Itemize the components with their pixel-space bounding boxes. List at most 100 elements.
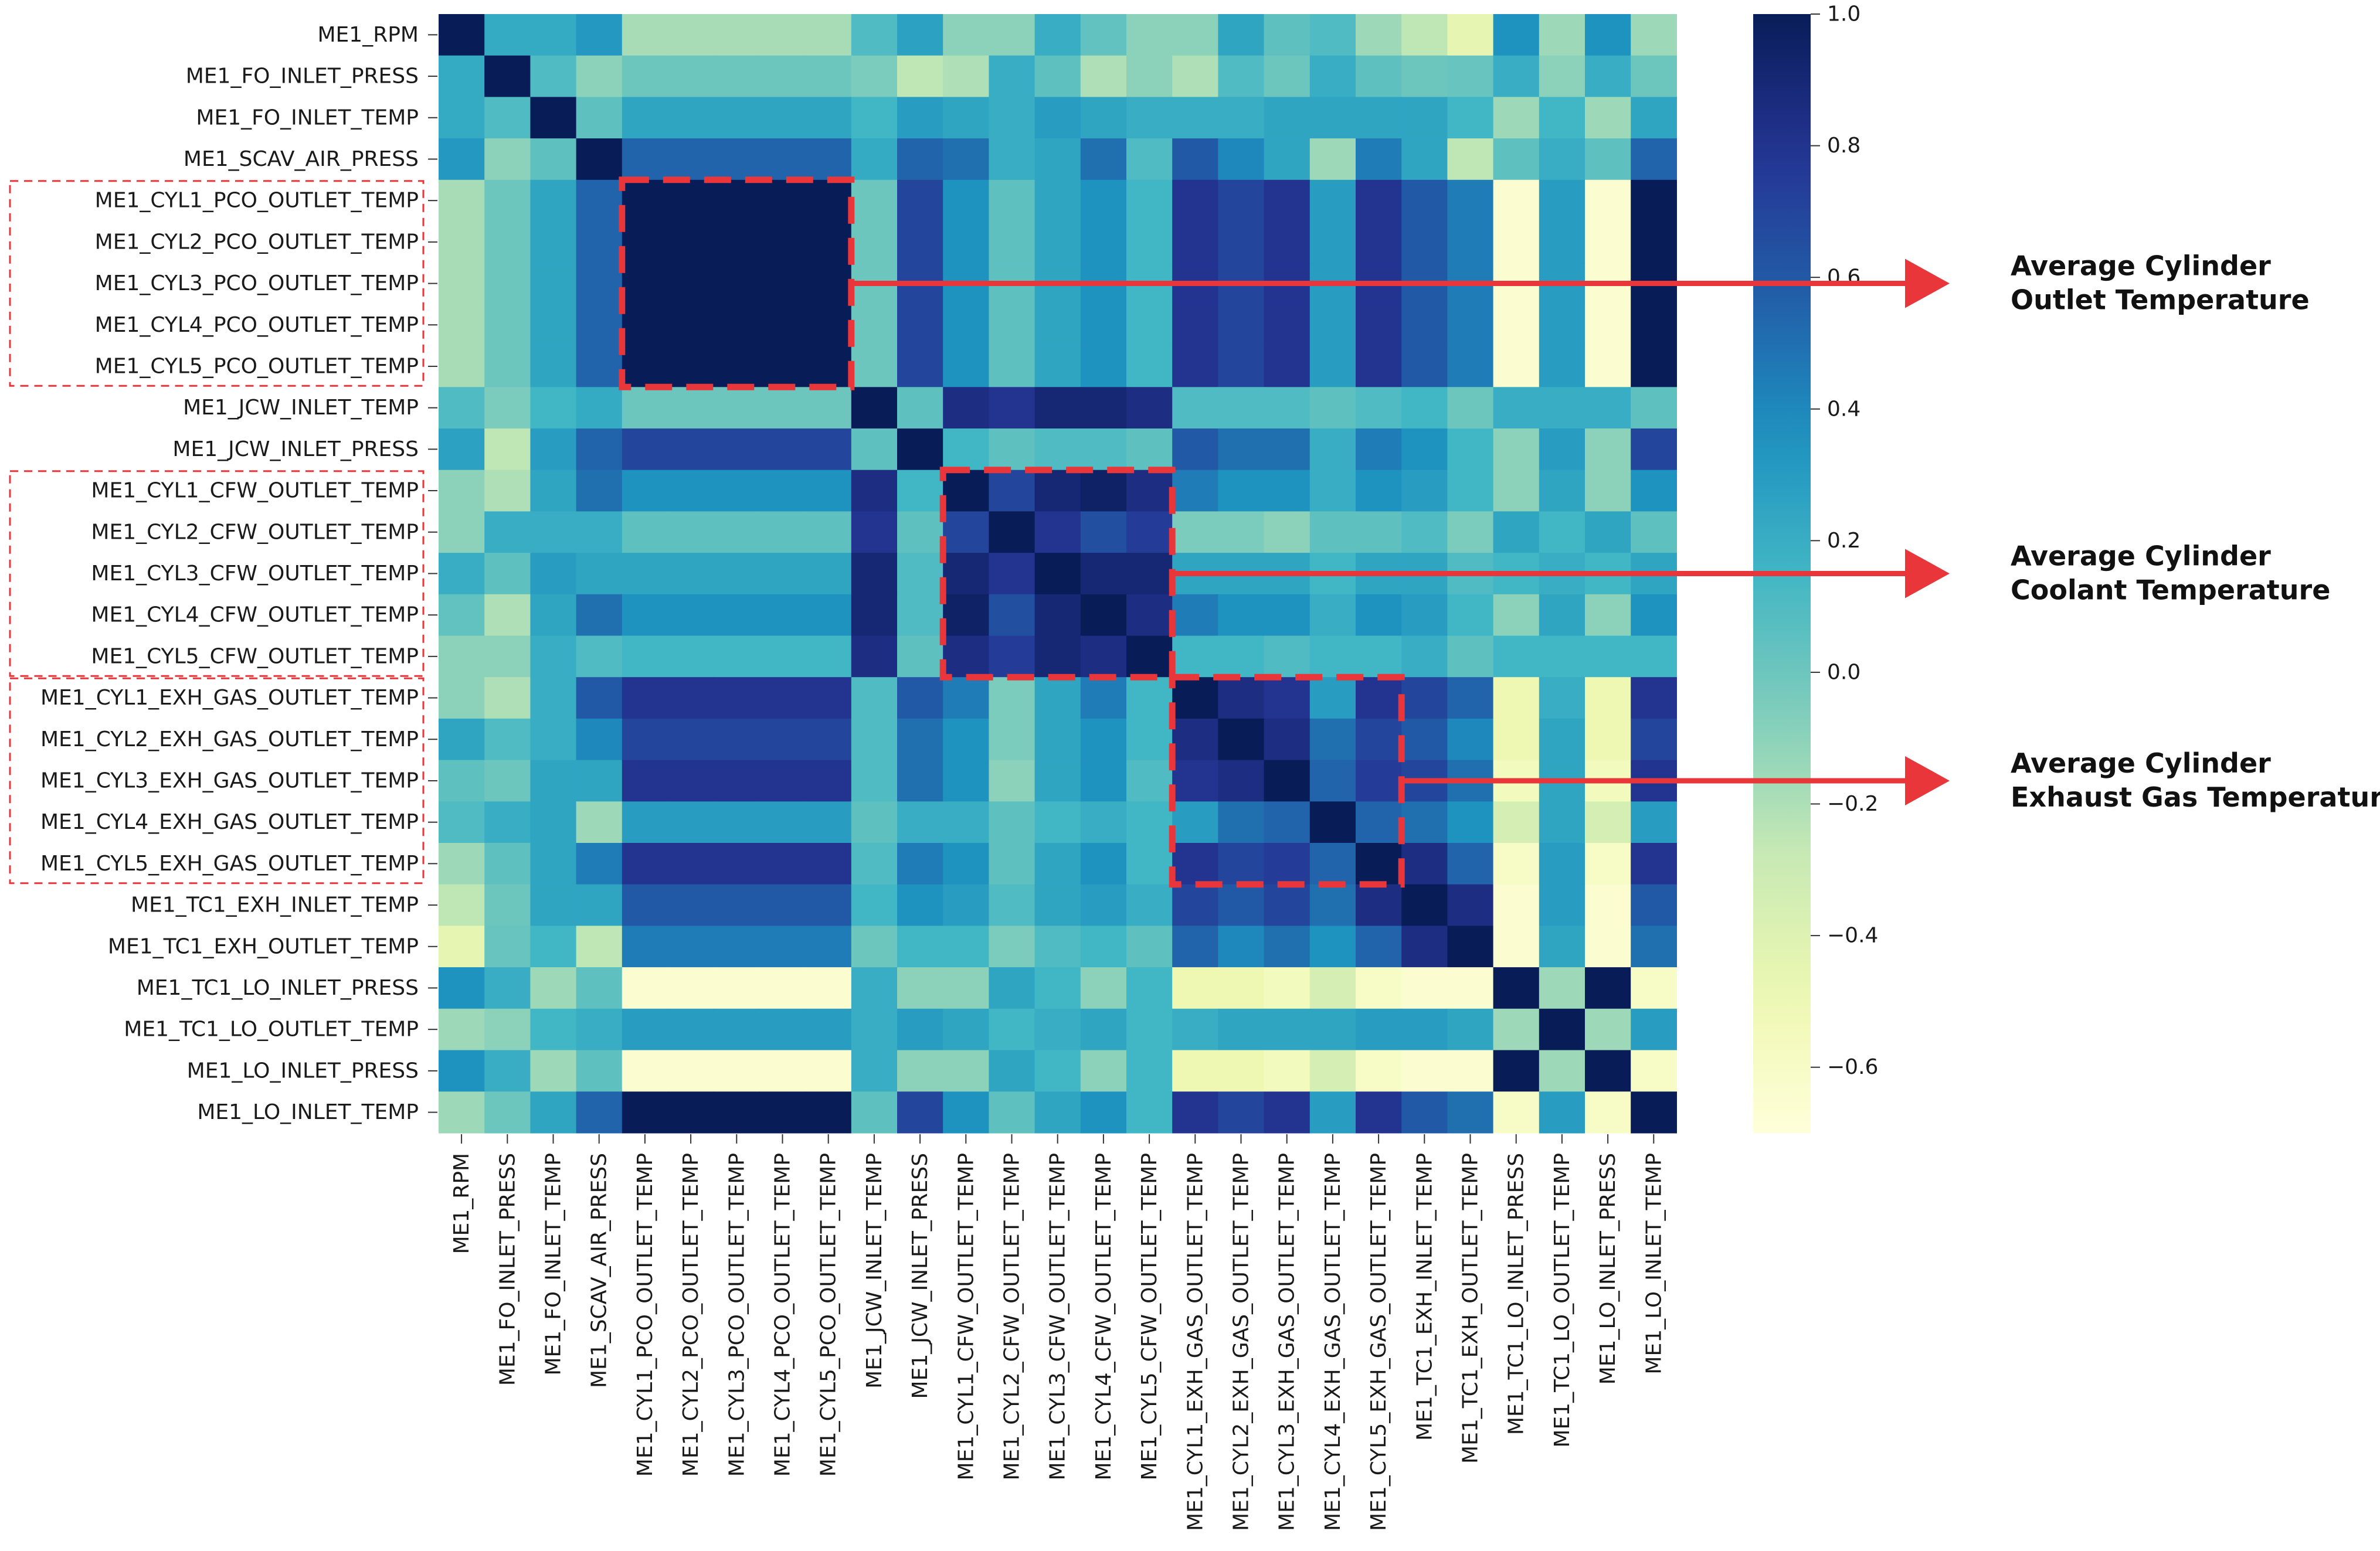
heatmap-cell: [668, 884, 714, 926]
heatmap-cell: [1356, 55, 1402, 97]
heatmap-cell: [759, 428, 806, 471]
heatmap-cell: [943, 511, 989, 553]
heatmap-cell: [1356, 884, 1402, 926]
heatmap-cell: [714, 304, 760, 346]
heatmap-cell: [668, 387, 714, 429]
heatmap-cell: [622, 967, 668, 1009]
heatmap-cell: [943, 387, 989, 429]
column-label: ME1_TC1_LO_INLET_PRESS: [1505, 1153, 1529, 1435]
heatmap-cell: [1309, 304, 1356, 346]
heatmap-cell: [1631, 387, 1677, 429]
heatmap-cell: [851, 594, 898, 637]
heatmap-cell: [1539, 14, 1585, 56]
heatmap-cell: [1631, 55, 1677, 97]
heatmap-cell: [989, 760, 1035, 802]
heatmap-cell: [1401, 221, 1448, 263]
heatmap-cell: [668, 926, 714, 968]
heatmap-cell: [1080, 553, 1127, 595]
heatmap-cell: [1447, 14, 1494, 56]
column-label: ME1_CYL1_EXH_GAS_OUTLET_TEMP: [1183, 1153, 1207, 1531]
row-label: ME1_CYL2_PCO_OUTLET_TEMP: [95, 230, 419, 254]
heatmap-cell: [530, 967, 577, 1009]
heatmap-cell: [1264, 511, 1310, 553]
heatmap-cell: [668, 1050, 714, 1092]
column-label: ME1_LO_INLET_PRESS: [1596, 1153, 1620, 1385]
heatmap-cell: [622, 55, 668, 97]
annotation-label-line1: Average Cylinder: [2011, 250, 2271, 282]
heatmap-cell: [1401, 635, 1448, 678]
heatmap-cell: [943, 221, 989, 263]
heatmap-cell: [851, 304, 898, 346]
heatmap-cell: [714, 55, 760, 97]
heatmap-cell: [1356, 594, 1402, 637]
heatmap-cell: [759, 843, 806, 885]
column-label: ME1_CYL4_CFW_OUTLET_TEMP: [1092, 1153, 1116, 1481]
heatmap-cell: [1218, 221, 1265, 263]
heatmap-cell: [1447, 801, 1494, 843]
heatmap-cell: [1034, 14, 1081, 56]
heatmap-cell: [530, 884, 577, 926]
heatmap-cell: [1447, 677, 1494, 719]
heatmap-cell: [943, 428, 989, 471]
row-label: ME1_SCAV_AIR_PRESS: [184, 147, 419, 171]
heatmap-cell: [759, 635, 806, 678]
heatmap-cell: [1172, 179, 1218, 222]
heatmap-cell: [530, 138, 577, 181]
heatmap-cell: [989, 594, 1035, 637]
heatmap-cell: [1309, 1008, 1356, 1051]
heatmap-cell: [897, 470, 943, 512]
heatmap-cell: [1218, 511, 1265, 553]
heatmap-cell: [1401, 594, 1448, 637]
heatmap-cell: [1080, 843, 1127, 885]
heatmap-cell: [1126, 718, 1173, 761]
heatmap-cell: [805, 594, 852, 637]
heatmap-cell: [989, 553, 1035, 595]
heatmap-cell: [1631, 221, 1677, 263]
heatmap-cell: [989, 801, 1035, 843]
heatmap-cell: [1447, 511, 1494, 553]
heatmap-cell: [805, 345, 852, 387]
heatmap-cell: [1172, 843, 1218, 885]
heatmap-cell: [1447, 635, 1494, 678]
heatmap-cell: [1447, 884, 1494, 926]
heatmap-cell: [1356, 14, 1402, 56]
heatmap-cell: [439, 14, 485, 56]
heatmap-cell: [1080, 304, 1127, 346]
heatmap-cell: [439, 470, 485, 512]
heatmap-cell: [576, 926, 623, 968]
heatmap-cell: [1356, 760, 1402, 802]
heatmap-cell: [1585, 884, 1631, 926]
heatmap-cell: [897, 926, 943, 968]
heatmap-cell: [1539, 511, 1585, 553]
annotation-label-line2: Exhaust Gas Temperature: [2011, 781, 2380, 813]
heatmap-cell: [1401, 511, 1448, 553]
heatmap-cell: [530, 801, 577, 843]
heatmap-cell: [1356, 801, 1402, 843]
heatmap-cell: [1080, 760, 1127, 802]
heatmap-cell: [1631, 1008, 1677, 1051]
colorbar-tick-label: −0.4: [1827, 924, 1878, 948]
heatmap-cell: [759, 1091, 806, 1134]
heatmap-cell: [622, 843, 668, 885]
heatmap-cell: [989, 1008, 1035, 1051]
heatmap-cell: [1034, 843, 1081, 885]
heatmap-cell: [439, 179, 485, 222]
heatmap-cell: [1631, 967, 1677, 1009]
heatmap-cell: [1631, 677, 1677, 719]
heatmap-cell: [1264, 967, 1310, 1009]
heatmap-cell: [1080, 884, 1127, 926]
heatmap-cell: [1356, 1008, 1402, 1051]
heatmap-cell: [759, 263, 806, 305]
heatmap-cell: [989, 718, 1035, 761]
heatmap-cell: [851, 138, 898, 181]
heatmap-cell: [1218, 97, 1265, 139]
heatmap-cell: [530, 594, 577, 637]
heatmap-cell: [576, 138, 623, 181]
heatmap-cell: [1172, 55, 1218, 97]
heatmap-cell: [1401, 884, 1448, 926]
heatmap-cell: [1264, 926, 1310, 968]
heatmap-cell: [1172, 760, 1218, 802]
heatmap-cell: [1218, 677, 1265, 719]
heatmap-cell: [1356, 221, 1402, 263]
